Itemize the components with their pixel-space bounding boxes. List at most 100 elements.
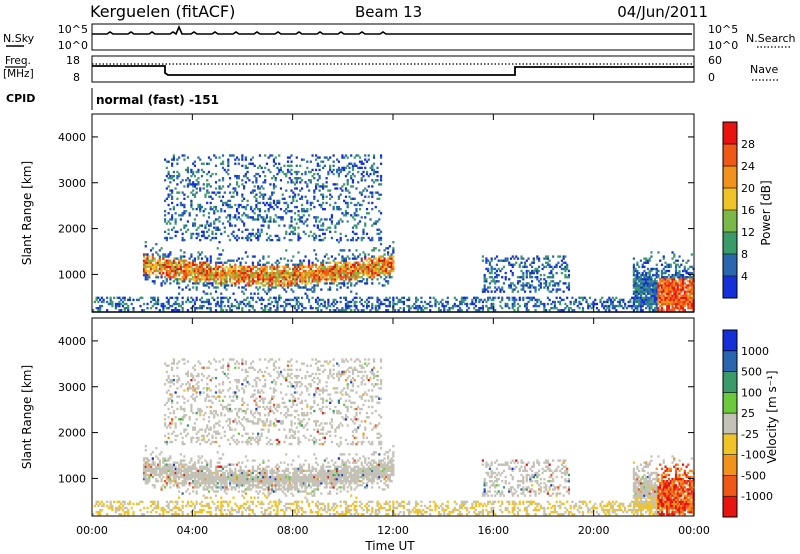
power-cell <box>655 280 658 283</box>
power-cell <box>169 269 172 273</box>
power-cell <box>330 216 333 219</box>
power-cell <box>687 302 690 306</box>
power-cell <box>262 271 265 275</box>
power-cell <box>683 294 686 297</box>
power-cell <box>292 181 295 184</box>
power-cell <box>192 185 195 188</box>
power-cell <box>527 309 530 312</box>
velocity-cell <box>148 480 151 483</box>
power-cell <box>336 183 339 186</box>
power-cell <box>144 257 147 260</box>
power-cell <box>662 284 665 287</box>
power-cell <box>355 232 358 236</box>
velocity-cell <box>167 459 170 462</box>
power-cell <box>285 212 288 215</box>
power-cell <box>271 267 274 271</box>
power-cell <box>260 216 263 219</box>
power-cell <box>362 273 365 277</box>
power-cell <box>206 172 209 176</box>
power-cell <box>302 214 305 217</box>
power-cell <box>669 298 672 302</box>
power-cell <box>230 224 233 227</box>
velocity-cell <box>144 457 147 460</box>
power-cell <box>660 284 664 287</box>
power-cell <box>632 309 635 312</box>
power-cell <box>304 269 307 273</box>
power-cell <box>378 261 381 264</box>
power-cell <box>102 300 105 304</box>
power-cell <box>660 304 664 308</box>
power-cell <box>364 222 367 225</box>
power-cell <box>237 286 240 289</box>
power-cell <box>197 232 200 236</box>
power-cell <box>534 290 537 293</box>
power-cell <box>227 214 230 217</box>
power-cell <box>278 296 281 300</box>
power-cell <box>285 290 288 293</box>
power-cell <box>638 286 641 289</box>
power-cell <box>243 224 246 227</box>
power-cell <box>378 267 381 271</box>
velocity-cell <box>120 506 123 510</box>
power-cell <box>193 160 197 163</box>
power-cell <box>300 276 304 279</box>
power-cell <box>244 181 247 184</box>
power-cell <box>374 220 377 223</box>
power-cell <box>560 309 564 312</box>
power-cell <box>155 263 158 267</box>
power-cell <box>102 298 105 302</box>
power-cell <box>339 168 342 172</box>
power-cell <box>678 284 681 287</box>
power-cell <box>371 273 374 277</box>
power-cell <box>271 205 274 209</box>
power-cell <box>241 156 244 159</box>
power-cell <box>257 280 260 283</box>
power-cell <box>671 290 674 293</box>
power-cell <box>171 177 174 180</box>
power-cell <box>495 288 499 291</box>
power-cell <box>336 271 339 275</box>
power-cell <box>204 207 207 211</box>
velocity-cell <box>195 475 198 479</box>
power-cell <box>218 273 221 277</box>
power-cell <box>285 265 288 269</box>
power-cell <box>523 290 527 293</box>
power-cell <box>234 263 237 267</box>
power-cell <box>179 271 182 275</box>
power-cell <box>618 302 621 306</box>
power-cell <box>515 261 518 264</box>
power-cell <box>322 207 325 211</box>
power-cell <box>688 271 692 275</box>
power-cell <box>235 259 239 262</box>
power-cell <box>365 170 369 174</box>
power-cell <box>251 298 254 302</box>
power-cell <box>185 269 188 273</box>
velocity-cell <box>142 459 146 462</box>
power-cell <box>520 269 523 273</box>
power-cell <box>329 273 332 277</box>
power-cell <box>674 292 678 295</box>
power-cell <box>300 280 304 283</box>
velocity-cell <box>183 407 186 411</box>
power-cell <box>216 257 219 260</box>
power-cell <box>492 296 495 300</box>
power-cell <box>483 276 486 279</box>
velocity-cell <box>188 473 191 477</box>
velocity-cell <box>146 482 149 485</box>
power-cell <box>636 263 639 267</box>
power-cell <box>364 224 367 227</box>
power-cell <box>492 302 495 306</box>
power-cell <box>497 273 500 277</box>
power-cell <box>206 298 209 302</box>
power-cell <box>650 292 653 295</box>
freq-line <box>92 65 694 76</box>
power-cell <box>327 265 330 269</box>
velocity-cell <box>160 471 163 475</box>
power-cell <box>276 271 279 275</box>
power-cell <box>225 280 228 283</box>
power-cell <box>488 276 492 279</box>
power-cell <box>548 309 551 312</box>
power-cell <box>350 284 353 287</box>
power-cell <box>564 255 567 258</box>
power-cell <box>151 298 154 302</box>
